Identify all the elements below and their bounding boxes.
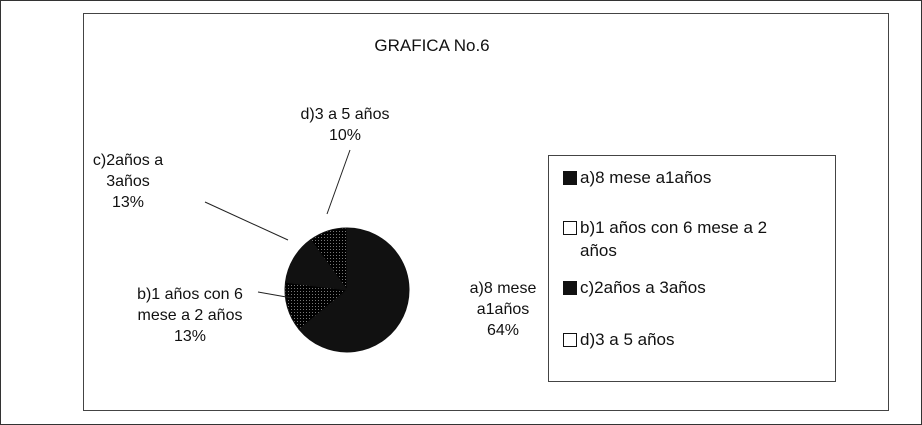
legend-item: a)8 mese a1años [563,166,780,189]
label-category: c)2años a 3años [92,152,164,190]
legend-swatch [563,281,577,295]
legend-swatch [563,171,577,185]
chart-area [83,13,889,411]
data-label: c)2años a 3años 13% [82,150,174,213]
label-value: 64% [486,322,520,339]
label-value: 13% [173,328,207,345]
legend-label: a)8 mese a1años [580,168,712,187]
leader-line [257,291,293,299]
leader-line [326,149,351,215]
legend-item: c)2años a 3años [563,276,780,299]
legend: a)8 mese a1años b)1 años con 6 mese a 2 a… [548,155,836,382]
data-label: a)8 mese a1años 64% [448,278,558,341]
data-label: b)1 años con 6 mese a 2 años 13% [120,284,260,347]
legend-label: d)3 a 5 años [580,330,675,349]
legend-item: d)3 a 5 años [563,328,780,351]
pie-slice [309,227,348,292]
label-category: d)3 a 5 años [300,106,390,123]
label-value: 13% [111,194,145,211]
legend-label: c)2años a 3años [580,278,706,297]
legend-item: b)1 años con 6 mese a 2 años [563,216,780,262]
data-label: d)3 a 5 años 10% [283,104,407,146]
leader-line [204,201,289,241]
label-category: b)1 años con 6 mese a 2 años [137,286,243,324]
label-category: a)8 mese a1años [469,280,537,318]
chart-title: GRAFICA No.6 [374,36,490,55]
legend-swatch [563,221,577,235]
legend-label: b)1 años con 6 mese a 2 años [580,218,768,260]
pie-slice [298,227,410,353]
label-value: 10% [328,127,362,144]
legend-swatch [563,333,577,347]
